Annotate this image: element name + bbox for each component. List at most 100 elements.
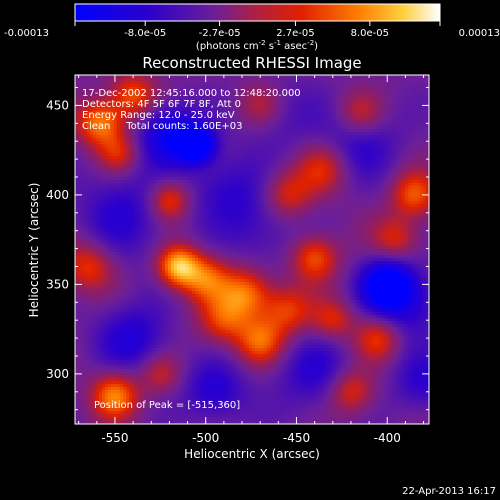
heatmap-cell: [114, 363, 118, 367]
heatmap-cell: [135, 351, 139, 355]
heatmap-cell: [99, 324, 103, 328]
heatmap-cell: [138, 324, 142, 328]
heatmap-cell: [129, 156, 133, 160]
heatmap-cell: [75, 363, 79, 367]
heatmap-cell: [75, 141, 79, 145]
heatmap-cell: [198, 258, 202, 262]
heatmap-cell: [183, 144, 187, 148]
heatmap-cell: [159, 402, 163, 406]
heatmap-cell: [81, 309, 85, 313]
heatmap-cell: [153, 354, 157, 358]
heatmap-cell: [108, 105, 112, 109]
heatmap-cell: [75, 222, 79, 226]
heatmap-cell: [189, 198, 193, 202]
heatmap-cell: [156, 375, 160, 379]
heatmap-cell: [168, 183, 172, 187]
heatmap-cell: [180, 312, 184, 316]
heatmap-cell: [162, 165, 166, 169]
heatmap-cell: [183, 174, 187, 178]
heatmap-cell: [186, 129, 190, 133]
heatmap-cell: [189, 393, 193, 397]
heatmap-cell: [165, 192, 169, 196]
heatmap-cell: [114, 114, 118, 118]
heatmap-cell: [93, 264, 97, 268]
heatmap-cell: [165, 78, 169, 82]
heatmap-cell: [159, 288, 163, 292]
heatmap-cell: [99, 396, 103, 400]
heatmap-cell: [174, 168, 178, 172]
heatmap-cell: [159, 216, 163, 220]
heatmap-cell: [153, 186, 157, 190]
heatmap-cell: [150, 411, 154, 415]
heatmap-cell: [150, 396, 154, 400]
heatmap-cell: [99, 216, 103, 220]
heatmap-cell: [195, 141, 199, 145]
heatmap-cell: [93, 276, 97, 280]
heatmap-cell: [129, 198, 133, 202]
heatmap-cell: [90, 117, 94, 121]
heatmap-cell: [78, 255, 82, 259]
heatmap-cell: [102, 195, 106, 199]
heatmap-cell: [156, 387, 160, 391]
heatmap-cell: [111, 147, 115, 151]
heatmap-cell: [186, 210, 190, 214]
heatmap-cell: [132, 138, 136, 142]
heatmap-cell: [177, 324, 181, 328]
heatmap-cell: [132, 123, 136, 127]
heatmap-cell: [201, 159, 205, 163]
heatmap-cell: [120, 129, 124, 133]
heatmap-cell: [174, 321, 178, 325]
heatmap-cell: [138, 120, 142, 124]
heatmap-cell: [174, 138, 178, 142]
heatmap-cell: [138, 240, 142, 244]
heatmap-cell: [165, 240, 169, 244]
heatmap-cell: [135, 357, 139, 361]
heatmap-cell: [168, 180, 172, 184]
heatmap-cell: [114, 81, 118, 85]
heatmap-cell: [123, 288, 127, 292]
heatmap-cell: [177, 84, 181, 88]
heatmap-cell: [102, 369, 106, 373]
heatmap-cell: [141, 309, 145, 313]
heatmap-cell: [159, 414, 163, 418]
heatmap-cell: [90, 192, 94, 196]
heatmap-cell: [165, 165, 169, 169]
heatmap-cell: [144, 132, 148, 136]
heatmap-cell: [84, 297, 88, 301]
heatmap-cell: [75, 324, 79, 328]
heatmap-cell: [90, 372, 94, 376]
heatmap-cell: [201, 258, 205, 262]
heatmap-cell: [198, 294, 202, 298]
heatmap-cell: [99, 300, 103, 304]
heatmap-cell: [105, 99, 109, 103]
heatmap-cell: [183, 348, 187, 352]
heatmap-cell: [120, 264, 124, 268]
heatmap-cell: [144, 129, 148, 133]
heatmap-cell: [159, 99, 163, 103]
heatmap-cell: [123, 279, 127, 283]
heatmap-cell: [114, 252, 118, 256]
heatmap-cell: [165, 213, 169, 217]
heatmap-cell: [141, 96, 145, 100]
heatmap-cell: [78, 186, 82, 190]
heatmap-cell: [147, 90, 151, 94]
heatmap-cell: [114, 312, 118, 316]
heatmap-cell: [126, 378, 130, 382]
heatmap-cell: [99, 183, 103, 187]
heatmap-cell: [96, 387, 100, 391]
heatmap-cell: [147, 204, 151, 208]
heatmap-cell: [96, 420, 100, 424]
heatmap-cell: [114, 180, 118, 184]
heatmap-cell: [198, 222, 202, 226]
heatmap-cell: [114, 174, 118, 178]
heatmap-cell: [192, 138, 196, 142]
heatmap-cell: [162, 399, 166, 403]
heatmap-cell: [75, 285, 79, 289]
heatmap-cell: [141, 114, 145, 118]
heatmap-cell: [84, 249, 88, 253]
heatmap-cell: [192, 195, 196, 199]
heatmap-cell: [180, 225, 184, 229]
heatmap-cell: [129, 150, 133, 154]
heatmap-cell: [192, 405, 196, 409]
heatmap-cell: [90, 108, 94, 112]
